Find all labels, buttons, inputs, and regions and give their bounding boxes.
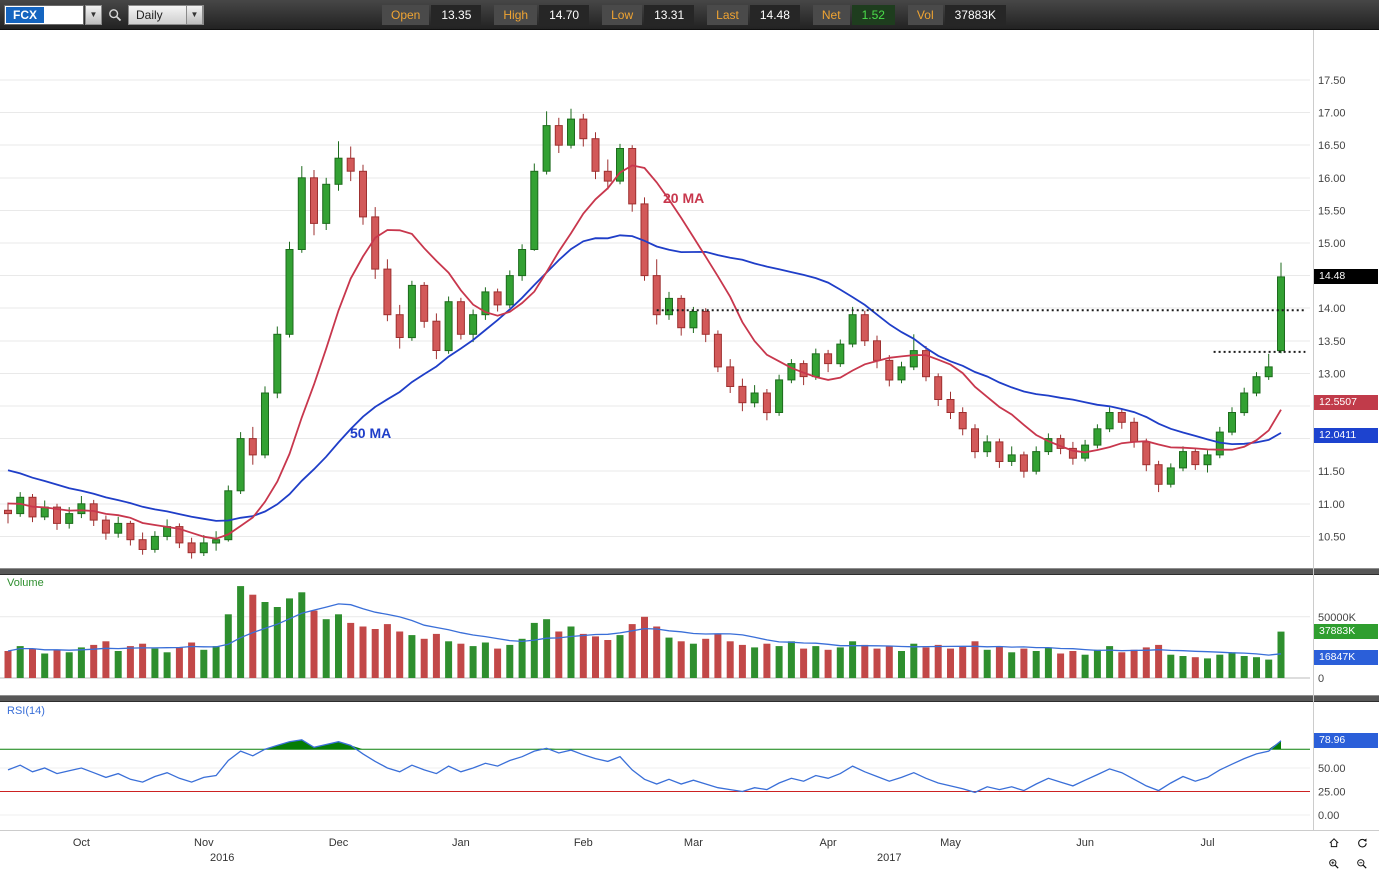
panel-separator (0, 568, 1379, 575)
magnifier-glyph (109, 8, 122, 21)
stat-vol-label: Vol (907, 4, 943, 25)
redo-arrow-icon[interactable] (1350, 834, 1374, 852)
svg-text:0.00: 0.00 (1318, 810, 1339, 822)
rsi-overbought-fill (8, 739, 1281, 750)
stat-net-value: 1.52 (851, 4, 895, 25)
svg-text:May: May (940, 837, 961, 849)
svg-text:25.00: 25.00 (1318, 787, 1346, 799)
svg-text:50.00: 50.00 (1318, 763, 1346, 775)
timeframe-dropdown-button[interactable]: ▼ (186, 4, 203, 25)
stat-low-value: 13.31 (644, 4, 695, 25)
volume-bars (4, 586, 1285, 679)
svg-text:15.00: 15.00 (1318, 238, 1346, 250)
ma20-line (7, 164, 1282, 540)
stat-open-value: 13.35 (431, 4, 482, 25)
svg-text:16.50: 16.50 (1318, 140, 1346, 152)
panel-separator (0, 695, 1379, 702)
stat-last-value: 14.48 (749, 4, 800, 25)
svg-text:Jan: Jan (452, 837, 470, 849)
chart-borders (0, 30, 1379, 831)
zoom-in-icon[interactable] (1322, 855, 1346, 873)
svg-text:Apr: Apr (820, 837, 837, 849)
stat-vol: Vol 37883K (907, 4, 1006, 25)
stat-open-label: Open (382, 4, 430, 25)
volume-ma-tag: 16847K (1314, 649, 1378, 665)
chart-area[interactable]: 17.5017.0016.5016.0015.5015.0014.5014.00… (0, 30, 1379, 875)
svg-text:Mar: Mar (684, 837, 703, 849)
volume-panel-label: Volume (7, 577, 44, 589)
home-icon[interactable] (1322, 834, 1346, 852)
svg-text:Feb: Feb (574, 837, 593, 849)
svg-text:2017: 2017 (877, 852, 901, 864)
ma50-value-tag: 12.0411 (1314, 428, 1378, 444)
timeframe-value: Daily (136, 7, 163, 22)
svg-text:13.00: 13.00 (1318, 368, 1346, 380)
stat-last-label: Last (707, 4, 748, 25)
stat-vol-value: 37883K (944, 4, 1006, 25)
svg-text:2016: 2016 (210, 852, 234, 864)
svg-text:Jul: Jul (1200, 837, 1214, 849)
svg-text:13.50: 13.50 (1318, 336, 1346, 348)
candlesticks (4, 108, 1285, 559)
stat-high: High 14.70 (494, 4, 590, 25)
svg-text:11.50: 11.50 (1318, 466, 1345, 478)
stat-low: Low 13.31 (602, 4, 695, 25)
svg-text:Nov: Nov (194, 837, 214, 849)
volume-axis-labels: 50000K 0 (1318, 612, 1357, 685)
svg-text:15.50: 15.50 (1318, 205, 1346, 217)
search-icon[interactable] (102, 4, 128, 26)
svg-text:14.00: 14.00 (1318, 303, 1346, 315)
stat-open: Open 13.35 (382, 4, 482, 25)
price-gridlines (0, 79, 1310, 537)
svg-text:Jun: Jun (1076, 837, 1094, 849)
price-axis-labels: 17.5017.0016.5016.0015.5015.0014.5014.00… (1318, 75, 1346, 543)
zoom-out-icon[interactable] (1350, 855, 1374, 873)
chart-canvas: 17.5017.0016.5016.0015.5015.0014.5014.00… (0, 30, 1379, 864)
svg-text:50000K: 50000K (1318, 612, 1357, 624)
ma50-line (7, 234, 1282, 522)
ma20-value-tag: 12.5507 (1314, 395, 1378, 411)
stat-low-label: Low (602, 4, 643, 25)
stat-last: Last 14.48 (707, 4, 800, 25)
last-price-tag: 14.48 (1314, 269, 1378, 285)
timeframe-select[interactable]: Daily ▼ (128, 4, 204, 25)
toolbar: FCX ▼ Daily ▼ Open 13.35 High 14.70 Low (0, 0, 1379, 30)
time-axis-labels: Oct Nov Dec Jan Feb Mar Apr May Jun Jul 2016 2017 (73, 837, 1215, 864)
rsi-panel: 50.00 25.00 0.00 (0, 739, 1346, 822)
chart-nav-icons (1322, 834, 1375, 873)
svg-text:Oct: Oct (73, 837, 90, 849)
moving-averages (7, 164, 1282, 540)
symbol-value: FCX (6, 6, 44, 23)
volume-ma-line (7, 603, 1282, 656)
svg-text:Dec: Dec (329, 837, 349, 849)
stat-net: Net 1.52 (812, 4, 895, 25)
dotted-price-lines (656, 309, 1306, 353)
rsi-line (7, 739, 1282, 794)
svg-text:17.50: 17.50 (1318, 75, 1346, 87)
quote-stats: Open 13.35 High 14.70 Low 13.31 Last 14.… (382, 4, 1019, 25)
svg-text:16.00: 16.00 (1318, 173, 1346, 185)
svg-text:0: 0 (1318, 673, 1324, 685)
symbol-input[interactable]: FCX (4, 4, 84, 25)
stat-high-label: High (494, 4, 538, 25)
ma20-annotation: 20 MA (663, 190, 705, 206)
rsi-panel-label: RSI(14) (7, 705, 45, 717)
svg-text:11.00: 11.00 (1318, 499, 1345, 511)
stat-high-value: 14.70 (539, 4, 590, 25)
svg-text:17.00: 17.00 (1318, 108, 1346, 120)
svg-text:10.50: 10.50 (1318, 531, 1346, 543)
ma50-annotation: 50 MA (350, 425, 392, 441)
symbol-dropdown-button[interactable]: ▼ (85, 4, 102, 25)
volume-last-tag: 37883K (1314, 624, 1378, 640)
stat-net-label: Net (812, 4, 850, 25)
rsi-value-tag: 78.96 (1314, 733, 1378, 749)
